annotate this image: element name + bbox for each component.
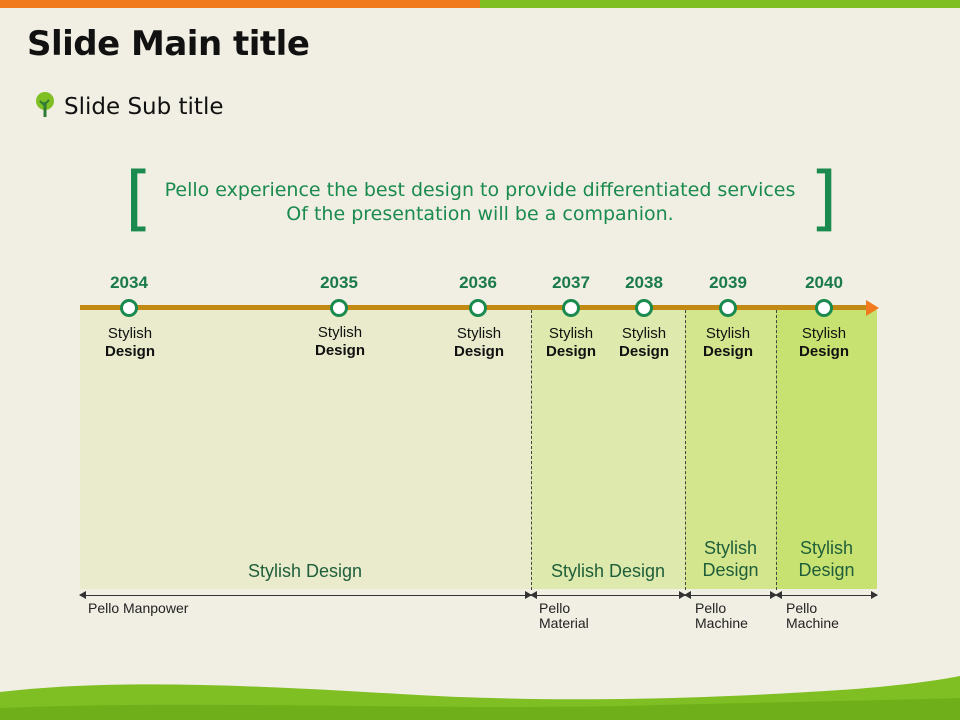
segment-label: Stylish Design xyxy=(685,537,776,581)
milestone-line2: Design xyxy=(545,343,596,360)
segment-label-line1: Stylish xyxy=(703,538,757,558)
segment-caption: Pello Manpower xyxy=(88,601,188,616)
milestone-line1: Stylish xyxy=(317,324,363,341)
segment-caption: Pello Machine xyxy=(786,601,839,631)
timeline-dot xyxy=(120,299,138,317)
caption-line2: Material xyxy=(539,615,589,631)
slide-subtitle: Slide Sub title xyxy=(64,94,224,120)
segment-label-line2: Design xyxy=(702,560,759,580)
range-arrow xyxy=(684,591,777,599)
caption-line2: Machine xyxy=(786,615,839,631)
milestone-line2: Design xyxy=(618,343,669,360)
range-arrow xyxy=(79,591,532,599)
milestone-line1: Stylish xyxy=(705,325,751,342)
segment-panel-manpower xyxy=(80,308,531,589)
segment-label: Stylish Design xyxy=(776,537,877,581)
milestone-label: Stylish Design xyxy=(300,324,380,360)
top-accent-bar-orange xyxy=(0,0,480,8)
caption-line1: Pello xyxy=(786,600,818,616)
segment-panel-machine-1 xyxy=(685,308,776,589)
divider-line xyxy=(776,310,777,590)
divider-line xyxy=(531,310,532,590)
milestone-line2: Design xyxy=(798,343,849,360)
top-accent-bar-green xyxy=(480,0,960,8)
caption-line1: Pello Manpower xyxy=(88,600,189,616)
range-arrow xyxy=(775,591,878,599)
year-label: 2038 xyxy=(625,273,663,292)
year-label: 2035 xyxy=(320,273,358,292)
timeline-dot xyxy=(562,299,580,317)
segment-caption: Pello Material xyxy=(539,601,589,631)
milestone-line1: Stylish xyxy=(801,325,847,342)
timeline-dot xyxy=(635,299,653,317)
range-arrow xyxy=(530,591,686,599)
segment-label-line1: Stylish xyxy=(799,538,853,558)
quote-line-1: Pello experience the best design to prov… xyxy=(164,179,796,201)
milestone-label: Stylish Design xyxy=(90,325,170,361)
divider-line xyxy=(685,310,686,590)
segment-panel-machine-2 xyxy=(776,308,877,589)
quote-text: Pello experience the best design to prov… xyxy=(160,178,800,226)
timeline-dot xyxy=(719,299,737,317)
milestone-line1: Stylish xyxy=(548,325,594,342)
caption-line2: Machine xyxy=(695,615,748,631)
segment-panel-material xyxy=(531,308,685,589)
milestone-line2: Design xyxy=(314,342,365,359)
segment-label: Stylish Design xyxy=(247,561,363,581)
milestone-label: Stylish Design xyxy=(688,325,768,361)
milestone-label: Stylish Design xyxy=(531,325,611,361)
year-label: 2036 xyxy=(459,273,497,292)
caption-line1: Pello xyxy=(695,600,727,616)
bottom-hills-decoration xyxy=(0,676,960,720)
timeline-dot xyxy=(815,299,833,317)
left-bracket: [ xyxy=(125,157,153,239)
right-bracket: ] xyxy=(810,157,838,239)
year-label: 2040 xyxy=(805,273,843,292)
timeline-dot xyxy=(469,299,487,317)
subtitle-row: Slide Sub title xyxy=(34,92,224,122)
segment-caption: Pello Machine xyxy=(695,601,748,631)
slide-main-title: Slide Main title xyxy=(27,24,310,64)
milestone-label: Stylish Design xyxy=(784,325,864,361)
milestone-line2: Design xyxy=(104,343,155,360)
timeline-arrowhead xyxy=(866,300,879,316)
year-label: 2039 xyxy=(709,273,747,292)
segment-label: Stylish Design xyxy=(550,561,666,581)
timeline-dot xyxy=(330,299,348,317)
segment-label-line2: Design xyxy=(798,560,855,580)
milestone-line2: Design xyxy=(453,343,504,360)
milestone-line2: Design xyxy=(702,343,753,360)
milestone-line1: Stylish xyxy=(456,325,502,342)
year-label: 2034 xyxy=(110,273,148,292)
tree-icon xyxy=(34,92,56,122)
milestone-line1: Stylish xyxy=(107,325,153,342)
milestone-label: Stylish Design xyxy=(439,325,519,361)
milestone-line1: Stylish xyxy=(621,325,667,342)
quote-line-2: Of the presentation will be a companion. xyxy=(286,203,674,225)
milestone-label: Stylish Design xyxy=(604,325,684,361)
year-label: 2037 xyxy=(552,273,590,292)
caption-line1: Pello xyxy=(539,600,571,616)
